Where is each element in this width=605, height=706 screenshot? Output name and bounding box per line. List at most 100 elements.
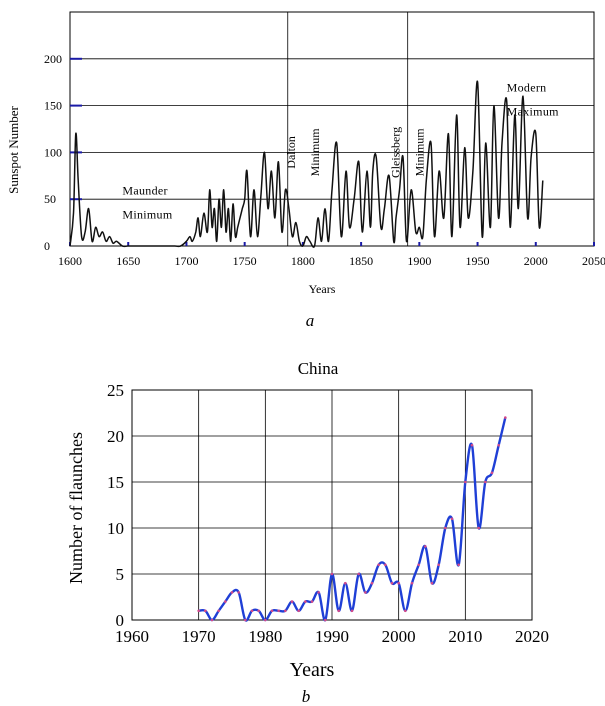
chart-b-data-point [504, 416, 507, 419]
chart-a-x-tick-label: 1650 [116, 254, 140, 268]
chart-b-data-point [244, 618, 247, 622]
chart-b-data-point [470, 443, 474, 447]
chart-b-grid [132, 390, 532, 620]
chart-b-data-point [417, 563, 420, 567]
chart-b-data-point [457, 563, 460, 567]
chart-a-plot-frame [69, 11, 595, 247]
chart-a-y-tick-label: 50 [44, 192, 56, 206]
chart-b-data-point [390, 581, 394, 585]
chart-a-tick-labels: 0 50 100 150 200 1600 1650 1700 1750 1800 1850 1900… [44, 52, 605, 268]
chart-a-ticks [69, 57, 595, 246]
chart-b-x-tick-label: 1990 [315, 627, 349, 646]
chart-b-data-point [257, 609, 260, 613]
chart-b-data-point [304, 600, 307, 603]
chart-b-y-tick-label: 0 [116, 611, 125, 630]
chart-b-data-point [490, 471, 494, 475]
chart-b-data-point [377, 563, 380, 567]
chart-b-y-tick-label: 5 [116, 565, 125, 584]
chart-b-data-point [424, 545, 427, 548]
chart-b-data-point [430, 581, 434, 585]
annotation-modern-maximum-line: Maximum [507, 105, 559, 119]
chart-b-data-point [337, 609, 340, 613]
annotation-dalton-minimum-line: Dalton [284, 136, 298, 169]
chart-b-china-launches: China 0 5 10 15 20 25 1960 1970 1980 1990 2000 2010… [66, 359, 549, 706]
chart-a-y-axis-label: Sunspot Number [6, 105, 21, 193]
chart-a-x-tick-label: 2000 [524, 254, 548, 268]
chart-b-data-point [344, 581, 347, 585]
chart-b-data-point [264, 618, 267, 622]
chart-a-x-tick-label: 1700 [174, 254, 198, 268]
chart-b-data-point [450, 517, 454, 521]
annotation-maunder-minimum-line: Minimum [122, 208, 172, 222]
chart-a-y-tick-label: 150 [44, 99, 62, 113]
chart-b-x-axis-label: Years [290, 659, 335, 681]
chart-b-data-point [217, 609, 220, 613]
chart-b-x-tick-label: 2010 [448, 627, 482, 646]
chart-b-caption: b [302, 687, 311, 706]
chart-a-x-tick-label: 2050 [582, 254, 605, 268]
chart-a-x-axis-label: Years [309, 282, 336, 296]
chart-b-data-point [290, 600, 294, 603]
chart-b-y-tick-label: 15 [107, 473, 124, 492]
chart-a-x-tick-label: 1900 [407, 254, 431, 268]
annotation-gleissberg-minimum-line: Gleissberg [389, 127, 403, 178]
chart-b-x-tick-label: 1960 [115, 627, 149, 646]
chart-b-data-point [350, 609, 354, 613]
chart-b-data-point [397, 581, 400, 585]
chart-a-y-tick-label: 100 [44, 145, 62, 159]
chart-a-sunspot-line [69, 80, 544, 248]
chart-b-data-point [410, 581, 414, 585]
chart-b-data-point [224, 600, 227, 603]
chart-b-data-point [317, 591, 320, 594]
chart-a-y-tick-label: 200 [44, 52, 62, 66]
chart-b-data-point [197, 609, 200, 613]
chart-b-data-point [484, 480, 487, 484]
chart-a-x-tick-label: 1600 [58, 254, 82, 268]
chart-b-title: China [298, 359, 339, 378]
chart-a-annotations: Maunder Minimum Dalton Minimum Gleissberg Min… [122, 81, 559, 222]
chart-b-data-point [310, 600, 314, 603]
chart-a-sunspot: 0 50 100 150 200 1600 1650 1700 1750 1800 1850 1900… [6, 11, 605, 330]
chart-b-y-tick-label: 20 [107, 427, 124, 446]
chart-b-data-point [384, 563, 387, 567]
chart-a-series [69, 80, 544, 248]
chart-b-data-point [364, 591, 367, 594]
chart-b-x-tick-label: 1970 [182, 627, 216, 646]
chart-a-caption: a [306, 311, 315, 330]
chart-b-y-axis-label: Number of flaunches [66, 432, 86, 584]
chart-a-y-tick-label: 0 [44, 239, 50, 253]
chart-b-x-tick-label: 2000 [382, 627, 416, 646]
chart-b-data-point [237, 591, 240, 594]
chart-b-data-point [204, 609, 207, 613]
chart-b-data-point [330, 572, 334, 576]
chart-b-data-point [324, 618, 327, 622]
chart-b-data-point [270, 609, 274, 613]
chart-b-x-tick-label: 2020 [515, 627, 549, 646]
chart-b-data-point [444, 526, 447, 530]
chart-b-data-point [210, 618, 214, 622]
chart-b-data-point [477, 526, 480, 530]
chart-b-data-point [464, 480, 467, 484]
annotation-maunder-minimum-line: Maunder [122, 184, 167, 198]
chart-a-x-tick-label: 1750 [233, 254, 257, 268]
chart-b-data-point [277, 609, 280, 613]
annotation-modern-maximum-line: Modern [507, 81, 547, 95]
chart-b-data-point [370, 581, 374, 585]
chart-b-data-point [250, 609, 254, 613]
chart-b-y-tick-label: 25 [107, 381, 124, 400]
chart-b-data-point [357, 572, 360, 576]
chart-b-data-point [230, 591, 234, 594]
chart-a-x-tick-label: 1950 [466, 254, 490, 268]
chart-a-x-tick-label: 1850 [349, 254, 373, 268]
chart-b-data-point [404, 609, 407, 613]
annotation-gleissberg-minimum-line: Minimum [413, 128, 427, 177]
chart-a-x-tick-label: 1800 [291, 254, 315, 268]
chart-b-x-tick-label: 1980 [248, 627, 282, 646]
chart-b-tick-labels: 0 5 10 15 20 25 1960 1970 1980 1990 2000 2010 2020 [107, 381, 549, 646]
chart-b-data-point [297, 609, 300, 613]
chart-b-y-tick-label: 10 [107, 519, 124, 538]
chart-b-launch-line [198, 417, 507, 622]
chart-b-data-point [497, 443, 500, 447]
chart-b-data-point [284, 609, 287, 613]
